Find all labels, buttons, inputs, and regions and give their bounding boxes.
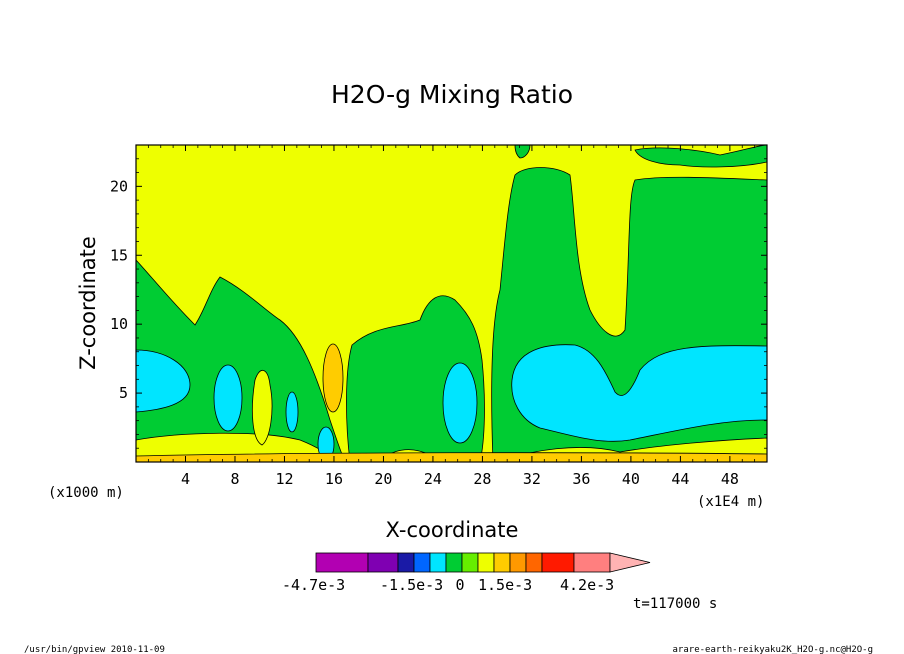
- x-tick-label: 20: [374, 470, 392, 488]
- colorbar-labels: -4.7e-3 -1.5e-3 0 1.5e-3 4.2e-3: [282, 576, 614, 594]
- x-tick-label: 28: [473, 470, 491, 488]
- colorbar-label: 1.5e-3: [478, 576, 532, 594]
- x-tick-label: 24: [424, 470, 442, 488]
- contour-field: [136, 145, 767, 462]
- contour-band-orange: [322, 343, 344, 413]
- contour-band-orange: [136, 452, 767, 462]
- x-tick-label: 16: [325, 470, 343, 488]
- y-tick-label: 20: [110, 177, 128, 195]
- colorbar-label: 4.2e-3: [560, 576, 614, 594]
- colorbar-segment: [493, 552, 511, 573]
- contour-band-cyan: [511, 344, 767, 442]
- colorbar-label: 0: [455, 576, 464, 594]
- y-axis: 5 10 15 20: [110, 158, 767, 449]
- chart-title: H2O-g Mixing Ratio: [331, 80, 573, 109]
- x-tick-label: 40: [622, 470, 640, 488]
- colorbar: [315, 552, 651, 573]
- colorbar-label: -1.5e-3: [380, 576, 443, 594]
- x-axis-label: X-coordinate: [386, 518, 519, 542]
- y-tick-label: 5: [119, 384, 128, 402]
- x-axis: 4 8 12 16 20 24 28 32 36 40 44 48: [147, 145, 756, 488]
- contour-band-cyan: [285, 391, 299, 433]
- contour-band-cyan: [442, 362, 478, 444]
- x-tick-label: 48: [721, 470, 739, 488]
- x-tick-label: 36: [572, 470, 590, 488]
- colorbar-segment: [315, 552, 369, 573]
- colorbar-segment: [573, 552, 611, 573]
- footer-left: /usr/bin/gpview 2010-11-09: [24, 645, 165, 654]
- colorbar-segment: [461, 552, 479, 573]
- colorbar-arrow: [609, 552, 651, 573]
- x-tick-label: 44: [671, 470, 689, 488]
- colorbar-segment: [397, 552, 415, 573]
- colorbar-label: -4.7e-3: [282, 576, 345, 594]
- contour-band-cyan: [213, 364, 243, 432]
- contour-band-cyan: [136, 349, 191, 413]
- colorbar-segment: [541, 552, 575, 573]
- colorbar-segment: [445, 552, 463, 573]
- plot-frame: [135, 144, 768, 463]
- colorbar-segment: [429, 552, 447, 573]
- colorbar-segment: [413, 552, 431, 573]
- footer-right: arare-earth-reikyaku2K_H2O-g.nc@H2O-g: [673, 645, 873, 654]
- contour-band-yellow: [251, 370, 273, 446]
- contour-band-green: [634, 145, 767, 168]
- colorbar-segment: [525, 552, 543, 573]
- x-tick-label: 4: [181, 470, 190, 488]
- x-tick-label: 8: [230, 470, 239, 488]
- y-axis-label: Z-coordinate: [76, 236, 100, 370]
- x-tick-label: 32: [523, 470, 541, 488]
- x-tick-label: 12: [275, 470, 293, 488]
- x-unit-note: (x1000 m): [48, 485, 124, 501]
- colorbar-segment: [509, 552, 527, 573]
- y-tick-label: 15: [110, 246, 128, 264]
- colorbar-segment: [367, 552, 399, 573]
- y-tick-label: 10: [110, 315, 128, 333]
- time-label: t=117000 s: [633, 596, 717, 612]
- contour-band-green: [514, 145, 531, 159]
- colorbar-segment: [477, 552, 495, 573]
- x-scale-note: (x1E4 m): [697, 494, 764, 510]
